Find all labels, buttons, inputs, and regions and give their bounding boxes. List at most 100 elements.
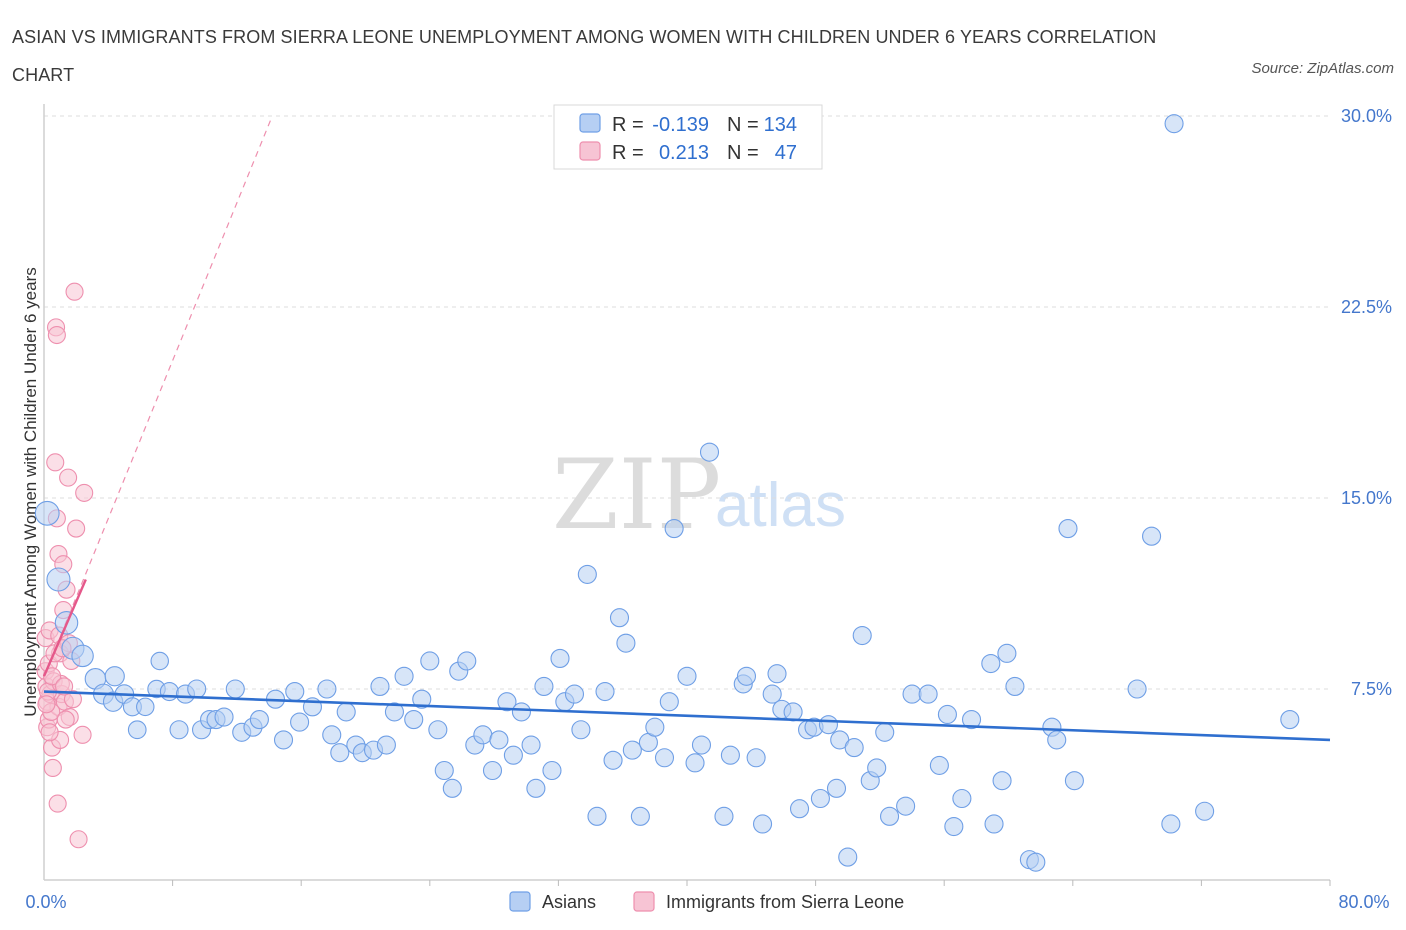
sierra-point-33 <box>69 830 88 849</box>
y-tick-labels: 7.5% 15.0% 22.5% 30.0% <box>1341 106 1392 699</box>
asian-point-52 <box>473 725 493 745</box>
asian-point-56 <box>503 745 523 765</box>
asian-point-68 <box>595 681 615 702</box>
asian-point-126 <box>1127 679 1147 699</box>
asian-point-112 <box>944 816 964 837</box>
asian-point-86 <box>736 666 757 686</box>
asian-point-96 <box>810 788 830 809</box>
asian-point-83 <box>714 806 734 826</box>
asian-point-12 <box>136 697 155 717</box>
asian-point-102 <box>852 625 872 646</box>
asian-point-8 <box>104 666 125 687</box>
stats-asian-n-value: 134 <box>764 114 797 136</box>
asian-point-107 <box>896 796 916 816</box>
y-axis-title: Unemployment Among Women with Children U… <box>21 267 40 716</box>
asian-point-118 <box>997 643 1017 663</box>
asian-point-115 <box>981 653 1001 674</box>
asian-point-18 <box>187 679 207 699</box>
trend-lines <box>42 579 1331 742</box>
asian-point-78 <box>664 519 684 539</box>
asian-point-58 <box>521 735 541 755</box>
sierra-point-14 <box>47 325 66 345</box>
asian-point-93 <box>789 799 810 819</box>
legend-swatch-sierra-leone <box>633 891 655 912</box>
sierra-point-30 <box>63 690 82 709</box>
y-tick-label-3: 30.0% <box>1341 106 1392 126</box>
sierra-point-10 <box>43 758 62 777</box>
asian-point-55 <box>497 692 517 712</box>
asian-point-77 <box>659 692 679 712</box>
asian-point-131 <box>1280 710 1300 730</box>
asian-point-35 <box>336 702 356 722</box>
sierra-point-26 <box>59 468 78 487</box>
asian-point-129 <box>1164 114 1184 134</box>
x-axis-ticks <box>172 880 1331 886</box>
asian-point-26 <box>249 710 269 730</box>
sierra-point-39 <box>48 794 67 813</box>
asian-point-47 <box>434 760 454 781</box>
asian-point-82 <box>699 442 720 462</box>
asian-point-30 <box>290 712 310 732</box>
asian-point-11 <box>127 720 147 740</box>
asian-point-66 <box>577 564 597 584</box>
asian-point-114 <box>961 710 982 730</box>
stats-swatch-asian <box>579 113 601 133</box>
asian-point-117 <box>992 771 1012 791</box>
sierra-point-44 <box>40 723 59 742</box>
asian-point-59 <box>526 778 546 798</box>
asian-point-88 <box>753 814 773 834</box>
sierra-point-12 <box>46 453 65 472</box>
asian-point-32 <box>317 679 337 699</box>
asian-point-60 <box>534 676 554 697</box>
asian-point-28 <box>273 730 294 750</box>
asian-point-111 <box>937 704 957 725</box>
asian-point-72 <box>622 740 642 760</box>
stats-sierra-n-label: N = <box>727 142 759 164</box>
asian-point-109 <box>918 684 938 704</box>
stats-sierra-r-value: 0.213 <box>659 142 709 164</box>
asian-point-113 <box>952 788 972 809</box>
asian-point-61 <box>542 760 562 781</box>
asian-point-70 <box>609 608 630 628</box>
asian-point-76 <box>654 748 675 768</box>
asian-point-65 <box>571 720 591 740</box>
asian-point-130 <box>1195 801 1215 821</box>
chart-source: Source: ZipAtlas.com <box>1251 60 1394 77</box>
asian-point-33 <box>322 725 342 745</box>
asian-point-34 <box>330 743 350 763</box>
asian-point-75 <box>645 717 665 737</box>
x-tick-label-max: 80.0% <box>1338 892 1389 912</box>
stats-swatch-sierra <box>579 141 601 161</box>
asian-point-54 <box>489 730 509 750</box>
x-tick-label-min: 0.0% <box>25 892 66 912</box>
watermark-atlas: atlas <box>715 471 846 540</box>
asian-point-104 <box>867 758 887 778</box>
asian-point-108 <box>902 684 922 704</box>
asian-point-98 <box>826 778 847 798</box>
asian-point-50 <box>457 651 477 671</box>
stats-asian-r-value: -0.139 <box>652 114 709 136</box>
asian-point-53 <box>482 760 503 781</box>
asian-point-39 <box>370 676 390 697</box>
asian-point-84 <box>720 745 740 765</box>
asian-point-90 <box>767 664 787 684</box>
legend-label-sierra-leone: Immigrants from Sierra Leone <box>666 892 904 912</box>
asian-point-57 <box>511 702 531 722</box>
asian-point-110 <box>929 755 949 775</box>
asian-point-116 <box>984 814 1004 834</box>
asian-point-123 <box>1047 730 1067 750</box>
asian-point-64 <box>564 684 585 704</box>
asian-point-69 <box>603 750 623 770</box>
sierra-point-45 <box>55 677 74 696</box>
y-tick-label-2: 22.5% <box>1341 297 1392 317</box>
stats-asian-r-label: R = <box>612 114 644 136</box>
legend-label-asians: Asians <box>542 892 596 912</box>
asian-point-81 <box>691 735 712 755</box>
watermark-zip: ZIP <box>552 439 721 551</box>
asian-point-71 <box>616 633 636 653</box>
asian-point-23 <box>225 679 245 699</box>
asian-point-4 <box>71 644 94 668</box>
asian-point-73 <box>630 806 650 826</box>
asian-point-1 <box>46 567 71 592</box>
